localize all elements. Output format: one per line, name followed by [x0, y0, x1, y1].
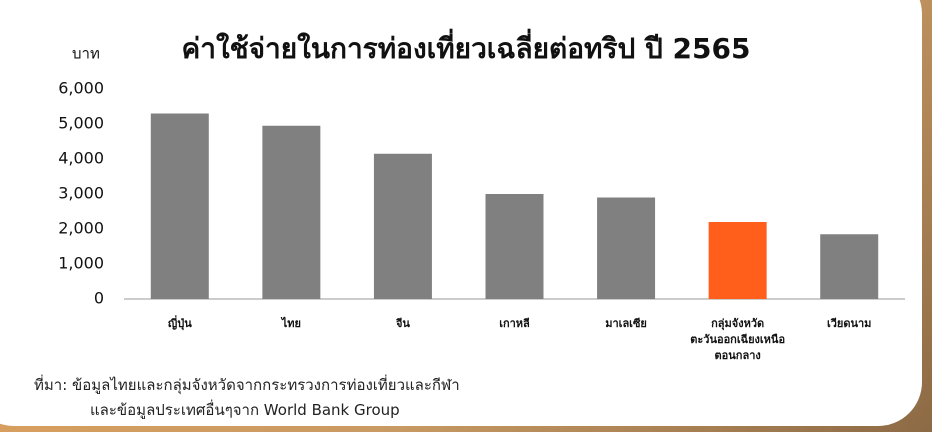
- bar: [597, 197, 656, 299]
- x-tick-label: ญี่ปุ่น: [167, 317, 192, 330]
- chart-title: ค่าใช้จ่ายในการท่องเที่ยวเฉลี่ยต่อทริป ป…: [182, 28, 751, 65]
- bar: [150, 113, 209, 299]
- bar: [262, 125, 321, 299]
- y-tick-label: 1,000: [58, 254, 104, 273]
- x-tick-label: มาเลเซีย: [605, 317, 647, 330]
- y-tick-label: 0: [94, 289, 104, 308]
- x-tick-label: เวียดนาม: [826, 317, 872, 330]
- y-tick-label: 4,000: [58, 149, 104, 168]
- y-tick-label: 6,000: [58, 79, 104, 98]
- x-tick-label: กลุ่มจังหวัด ตะวันออกเฉียงเหนือ ตอนกลาง: [690, 317, 786, 362]
- x-tick-label: ไทย: [281, 317, 301, 330]
- bar: [485, 194, 544, 299]
- source-line: และข้อมูลประเทศอื่นๆจาก World Bank Group: [90, 401, 400, 419]
- y-tick-label: 3,000: [58, 184, 104, 203]
- y-tick-label: 5,000: [58, 114, 104, 133]
- x-tick-label: จีน: [395, 317, 410, 330]
- bar: [373, 153, 432, 299]
- y-axis-label: บาท: [72, 45, 100, 63]
- bar: [820, 234, 879, 299]
- source-line: ที่มา: ข้อมูลไทยและกลุ่มจังหวัดจากกระทรว…: [34, 376, 460, 394]
- bar: [708, 222, 767, 299]
- y-tick-label: 2,000: [58, 219, 104, 238]
- x-tick-label: เกาหลี: [499, 317, 530, 330]
